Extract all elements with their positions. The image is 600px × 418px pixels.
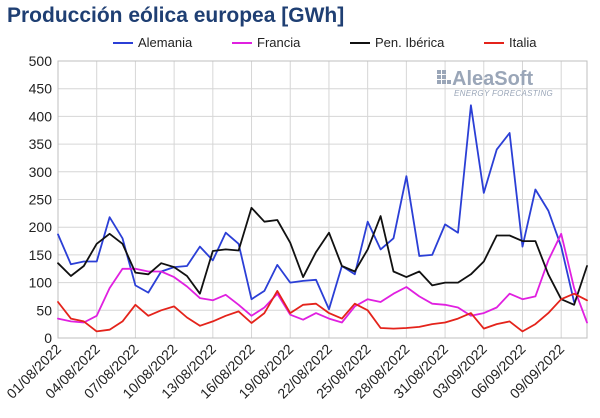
- y-tick-label: 200: [29, 219, 53, 235]
- series-line-2: [57, 206, 588, 306]
- legend: Alemania Francia Pen. Ibérica Italia: [113, 35, 537, 50]
- logo-tagline: ENERGY FORECASTING: [454, 89, 553, 98]
- chart-title: Producción eólica europea [GWh]: [7, 4, 345, 27]
- logo-brand: AleaSoft: [452, 68, 533, 90]
- legend-label: Pen. Ibérica: [375, 35, 445, 50]
- logo-mark-icon: [437, 70, 451, 84]
- series-line-1: [57, 232, 588, 324]
- y-tick-label: 100: [29, 275, 53, 291]
- series-lines: [57, 104, 588, 333]
- y-tick-label: 50: [36, 302, 52, 318]
- y-tick-label: 0: [44, 330, 52, 346]
- grid-lines: [57, 60, 588, 339]
- series-line-0: [57, 104, 575, 311]
- x-axis-ticks: 01/08/202204/08/202207/08/202210/08/2022…: [3, 341, 567, 402]
- y-tick-label: 500: [29, 53, 53, 69]
- legend-label: Alemania: [138, 35, 193, 50]
- y-tick-label: 150: [29, 247, 53, 263]
- y-tick-label: 250: [29, 192, 53, 208]
- aleasoft-logo: AleaSoft ENERGY FORECASTING: [437, 68, 553, 98]
- legend-label: Francia: [257, 35, 301, 50]
- series-line-3: [57, 289, 588, 333]
- y-tick-label: 400: [29, 108, 53, 124]
- y-tick-label: 450: [29, 81, 53, 97]
- legend-label: Italia: [509, 35, 537, 50]
- y-axis-ticks: 0 50 100 150 200 250 300 350 400 450 500: [29, 53, 53, 346]
- y-tick-label: 300: [29, 164, 53, 180]
- y-tick-label: 350: [29, 136, 53, 152]
- plot-area-border: [57, 60, 588, 339]
